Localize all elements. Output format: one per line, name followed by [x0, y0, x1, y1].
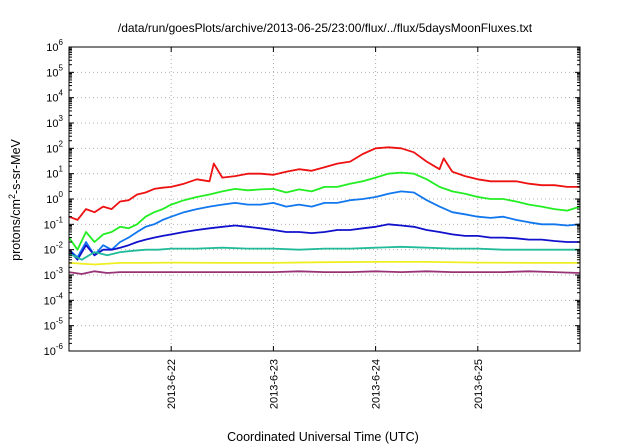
chart-title: /data/run/goesPlots/archive/2013-06-25/2… — [118, 21, 533, 35]
y-tick-label: 10-4 — [44, 291, 64, 307]
x-tick-label: 2013-6-22 — [166, 359, 178, 409]
series-line-3 — [68, 190, 581, 259]
y-tick-label: 10-1 — [44, 215, 64, 231]
y-tick-base: 10 — [46, 67, 58, 79]
y-tick-base: 10 — [44, 295, 56, 307]
y-tick-exp: -4 — [56, 291, 64, 300]
y-tick-exp: 1 — [59, 165, 64, 174]
y-tick-label: 10-3 — [44, 266, 64, 282]
y-tick-base: 10 — [46, 118, 58, 130]
y-tick-label: 105 — [46, 63, 63, 79]
y-tick-base: 10 — [46, 143, 58, 155]
y-tick-exp: -3 — [56, 266, 64, 275]
y-tick-base: 10 — [44, 245, 56, 257]
x-tick-label: 2013-6-23 — [268, 359, 280, 409]
series-line-7 — [68, 270, 581, 275]
series-line-6 — [68, 261, 580, 266]
y-tick-exp: 5 — [59, 63, 64, 72]
y-tick-exp: -1 — [56, 215, 64, 224]
y-tick-base: 10 — [44, 270, 56, 282]
y-axis-label-base: protons/cm — [9, 199, 23, 261]
y-tick-exp: 2 — [59, 139, 64, 148]
y-tick-label: 102 — [46, 139, 63, 155]
series-line-2 — [68, 171, 581, 251]
series-line-5 — [68, 245, 580, 261]
y-tick-base: 10 — [44, 346, 56, 358]
y-tick-label: 10-2 — [44, 241, 64, 257]
y-tick-label: 10-6 — [44, 342, 64, 358]
series-line-1 — [68, 146, 580, 221]
y-tick-base: 10 — [46, 169, 58, 181]
y-tick-exp: -6 — [56, 342, 64, 351]
plot-frame — [68, 46, 581, 352]
y-tick-label: 103 — [46, 114, 63, 130]
y-tick-exp: -2 — [56, 241, 64, 250]
grid — [69, 47, 580, 351]
y-tick-base: 10 — [44, 321, 56, 333]
y-tick-base: 10 — [46, 93, 58, 105]
y-tick-exp: 3 — [59, 114, 64, 123]
series-line-4 — [68, 223, 580, 261]
y-axis-label: protons/cm2-s-sr-MeV — [7, 138, 23, 260]
y-tick-label: 104 — [46, 89, 63, 105]
y-tick-base: 10 — [44, 219, 56, 231]
y-tick-exp: 6 — [59, 38, 64, 47]
y-tick-label: 100 — [46, 190, 63, 206]
y-tick-exp: -5 — [56, 317, 64, 326]
series-layer — [68, 146, 581, 275]
y-tick-label: 106 — [46, 38, 63, 54]
axes: 2013-6-22 2013-6-23 2013-6-24 2013-6-2510-6… — [44, 38, 580, 409]
y-tick-label: 10-5 — [44, 317, 64, 333]
y-axis-label-sup: 2 — [7, 194, 17, 199]
y-axis-label-rest: -s-sr-MeV — [9, 138, 23, 194]
y-tick-exp: 4 — [59, 89, 64, 98]
x-tick-label: 2013-6-25 — [473, 359, 485, 409]
y-tick-base: 10 — [46, 42, 58, 54]
y-tick-base: 10 — [46, 194, 58, 206]
y-tick-exp: 0 — [59, 190, 64, 199]
x-tick-label: 2013-6-24 — [371, 359, 383, 409]
y-tick-label: 101 — [46, 165, 63, 181]
x-axis-label: Coordinated Universal Time (UTC) — [227, 430, 419, 444]
